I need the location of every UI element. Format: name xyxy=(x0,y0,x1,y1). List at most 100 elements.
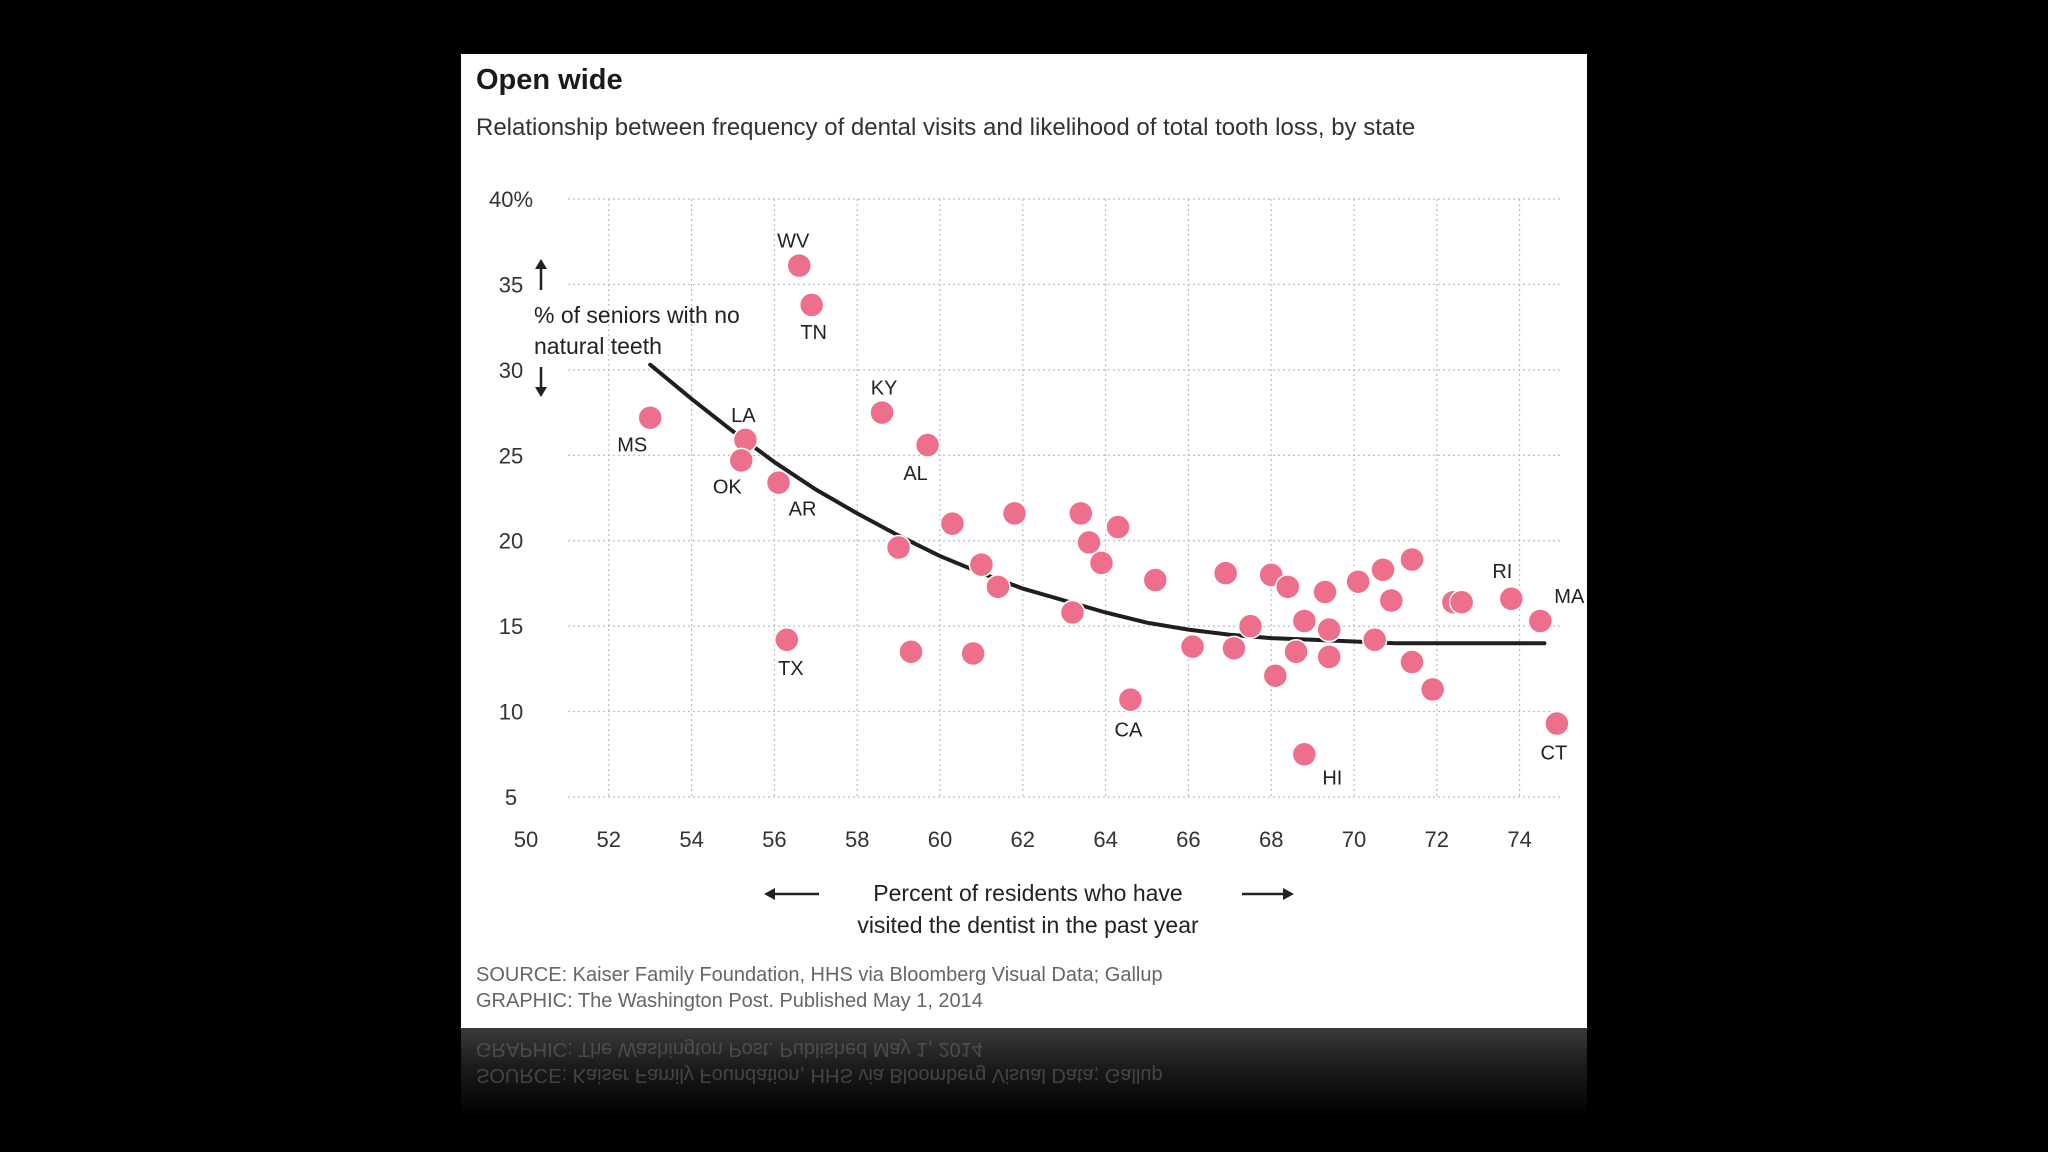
data-point xyxy=(1117,686,1144,713)
data-point xyxy=(1312,579,1338,605)
data-point xyxy=(1275,574,1301,600)
data-point xyxy=(1316,644,1342,670)
data-point xyxy=(1316,616,1342,643)
data-point xyxy=(1291,741,1318,768)
data-point xyxy=(765,469,792,496)
data-point xyxy=(1448,589,1475,615)
x-tick-label: 66 xyxy=(1176,827,1200,852)
y-tick-label: 10 xyxy=(499,700,523,725)
data-point xyxy=(939,510,966,537)
data-point xyxy=(1399,649,1425,675)
data-point xyxy=(774,627,800,653)
x-tick-label: 60 xyxy=(928,827,952,852)
x-tick-label: 72 xyxy=(1425,827,1449,852)
x-tick-label: 58 xyxy=(845,827,869,852)
x-tick-label: 64 xyxy=(1093,827,1117,852)
data-point xyxy=(985,574,1011,600)
data-point xyxy=(637,404,663,431)
x-axis-note-line-2: visited the dentist in the past year xyxy=(857,912,1199,938)
right-arrowhead-icon xyxy=(1283,888,1294,900)
data-point xyxy=(1262,662,1289,689)
y-tick-label: 5 xyxy=(505,785,517,810)
card-reflection: SOURCE: Kaiser Family Foundation, HHS vi… xyxy=(461,1028,1587,1118)
source-note: SOURCE: Kaiser Family Foundation, HHS vi… xyxy=(476,962,1163,1014)
x-tick-label: 50 xyxy=(514,827,538,852)
y-axis-annotation: % of seniors with no natural teeth xyxy=(534,259,740,397)
down-arrowhead-icon xyxy=(535,387,547,397)
data-point xyxy=(1370,557,1396,583)
data-point xyxy=(1212,560,1239,586)
data-point xyxy=(960,640,986,667)
data-point xyxy=(1068,500,1094,527)
state-label-tx: TX xyxy=(778,658,804,680)
x-axis-annotation: Percent of residents who have visited th… xyxy=(764,880,1294,938)
state-label-wv: WV xyxy=(777,231,810,253)
x-tick-label: 54 xyxy=(679,827,703,852)
data-point xyxy=(1291,608,1318,634)
data-point xyxy=(1527,608,1554,634)
data-point xyxy=(1399,546,1425,573)
data-point xyxy=(869,399,895,426)
y-tick-label: 40% xyxy=(489,187,533,212)
state-label-tn: TN xyxy=(800,322,827,344)
data-point xyxy=(968,551,995,578)
y-tick-label: 15 xyxy=(499,614,523,639)
x-tick-label: 70 xyxy=(1342,827,1366,852)
state-label-ma: MA xyxy=(1554,586,1585,608)
data-point xyxy=(798,292,825,318)
data-point xyxy=(885,534,912,561)
data-point xyxy=(898,639,924,665)
scatter-chart: 5 10 15 20 25 30 35 40% 50 52 54 56 58 60 62 64 66 68 70 72… xyxy=(489,187,1585,938)
data-point xyxy=(1142,567,1169,593)
data-point xyxy=(786,252,812,279)
state-label-ca: CA xyxy=(1115,720,1143,742)
trend-line xyxy=(648,362,1547,646)
chart-subtitle: Relationship between frequency of dental… xyxy=(476,114,1416,141)
up-arrowhead-icon xyxy=(535,259,547,269)
data-point xyxy=(1345,568,1371,595)
data-point xyxy=(1179,633,1206,660)
x-tick-label: 74 xyxy=(1507,827,1531,852)
graphic-credit-line: GRAPHIC: The Washington Post. Published … xyxy=(476,990,983,1012)
data-point xyxy=(1221,635,1247,662)
y-axis-note-line-1: % of seniors with no xyxy=(534,302,740,328)
y-tick-label: 30 xyxy=(499,358,523,383)
data-point xyxy=(1105,514,1131,540)
data-point xyxy=(1059,599,1086,626)
left-arrowhead-icon xyxy=(764,888,775,900)
reflected-source-text: SOURCE: Kaiser Family Foundation, HHS vi… xyxy=(476,1038,1163,1086)
y-tick-label: 35 xyxy=(499,272,523,297)
data-point xyxy=(914,432,941,458)
data-point xyxy=(1001,500,1028,527)
state-label-ri: RI xyxy=(1492,561,1512,583)
data-point xyxy=(1544,710,1570,737)
data-point xyxy=(1237,613,1264,639)
x-tick-label: 68 xyxy=(1259,827,1283,852)
data-point xyxy=(1076,529,1102,556)
y-tick-label: 25 xyxy=(499,443,523,468)
chart-card: Open wide Relationship between frequency… xyxy=(461,54,1587,1028)
x-tick-label: 56 xyxy=(762,827,786,852)
state-label-ky: KY xyxy=(871,378,898,400)
chart-title: Open wide xyxy=(476,64,623,96)
state-label-hi: HI xyxy=(1322,767,1342,789)
axis-ticks: 5 10 15 20 25 30 35 40% 50 52 54 56 58 60 62 64 66 68 70 72… xyxy=(489,187,1532,852)
state-label-la: LA xyxy=(731,405,756,427)
data-point xyxy=(1419,676,1446,703)
x-tick-label: 62 xyxy=(1011,827,1035,852)
x-axis-note-line-1: Percent of residents who have xyxy=(873,880,1182,906)
data-point xyxy=(732,427,759,453)
state-labels: WV TN KY AL MS LA OK AR TX CA HI RI MA CT xyxy=(617,231,1585,790)
data-point xyxy=(1361,627,1388,653)
x-tick-label: 52 xyxy=(597,827,621,852)
state-label-ar: AR xyxy=(789,499,817,521)
state-label-ok: OK xyxy=(713,476,743,498)
state-label-al: AL xyxy=(903,463,927,485)
data-points xyxy=(637,252,1570,768)
data-point xyxy=(1283,639,1309,665)
y-axis-note-line-2: natural teeth xyxy=(534,333,662,359)
y-tick-label: 20 xyxy=(499,529,523,554)
source-line: SOURCE: Kaiser Family Foundation, HHS vi… xyxy=(476,964,1163,986)
data-point xyxy=(1378,587,1405,614)
state-label-ct: CT xyxy=(1541,743,1568,765)
